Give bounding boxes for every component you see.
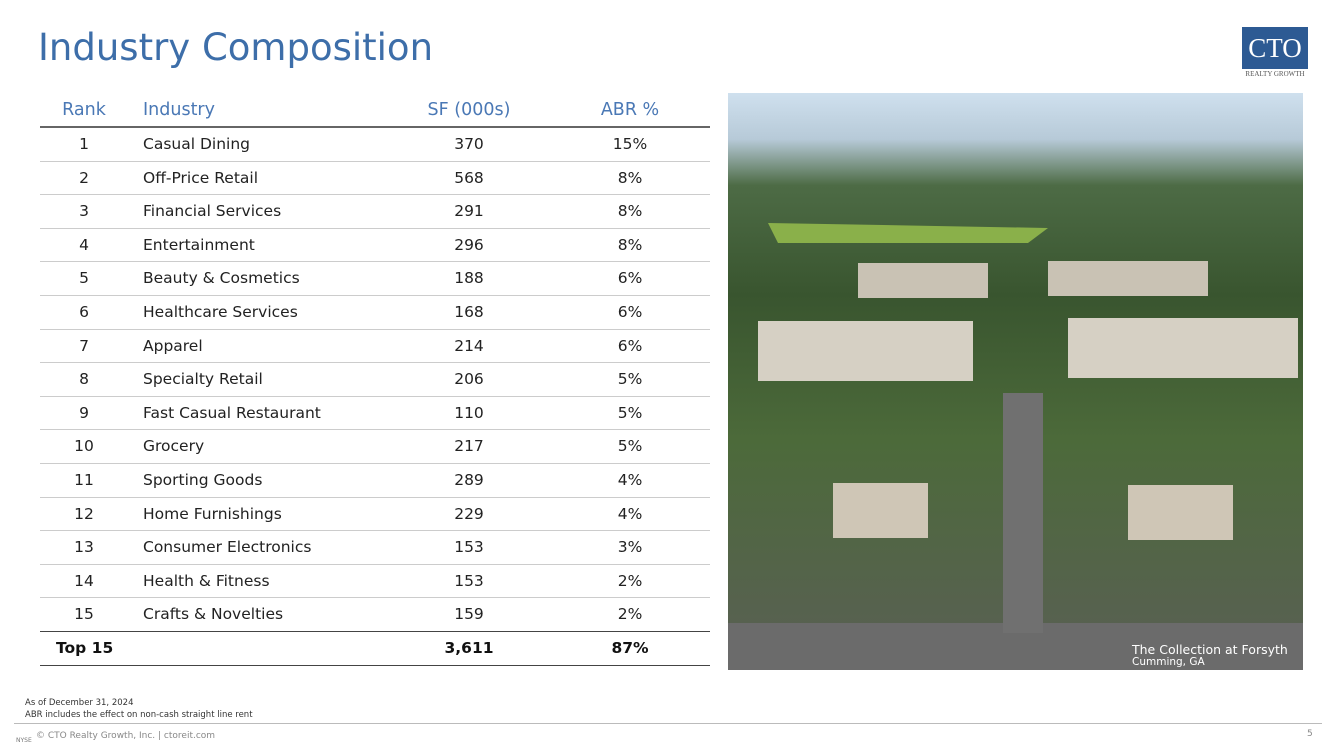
table-cell: 370	[454, 135, 484, 153]
row-rule	[40, 563, 710, 565]
logo: CTO	[1242, 27, 1308, 69]
table-cell: Entertainment	[143, 235, 255, 254]
table-cell: 159	[454, 605, 484, 624]
table-cell: 110	[454, 403, 484, 422]
table-cell: Healthcare Services	[143, 303, 298, 321]
footer-rule	[14, 723, 1322, 724]
total-rule	[40, 631, 710, 632]
table-cell: 4%	[617, 471, 643, 489]
table-cell: Health & Fitness	[143, 571, 270, 590]
column-header: Industry	[143, 100, 215, 120]
table-cell: 1	[79, 135, 89, 153]
row-rule	[40, 463, 710, 464]
table-cell: Casual Dining	[143, 135, 250, 153]
row-rule	[40, 429, 710, 431]
table-cell: 2%	[617, 605, 643, 624]
table-cell: 11	[74, 471, 94, 489]
table-cell: 296	[454, 235, 484, 254]
table-cell: 4%	[617, 504, 643, 523]
table-cell: 5%	[617, 437, 643, 456]
table-cell: 5%	[617, 370, 643, 389]
row-rule	[40, 530, 710, 532]
row-rule	[40, 496, 710, 498]
table-cell: 217	[454, 437, 484, 456]
table-cell: Grocery	[143, 437, 205, 456]
row-rule	[40, 328, 710, 330]
table-cell: 5	[79, 269, 89, 288]
photo: The Collection at Forsyth Cumming, GA	[728, 93, 1303, 670]
row-rule	[40, 597, 710, 599]
total-cell: 87%	[611, 639, 649, 657]
column-header: Rank	[62, 100, 106, 120]
bottom-rule	[40, 664, 710, 666]
table-cell: 289	[454, 471, 484, 489]
table-cell: 6%	[617, 269, 643, 288]
table-cell: 15	[74, 605, 94, 624]
table-cell: 10	[74, 437, 94, 456]
table-cell: 4	[79, 235, 89, 254]
column-header: SF (000s)	[427, 100, 511, 120]
table-cell: 9	[79, 403, 89, 422]
row-rule	[40, 295, 710, 296]
table-cell: 13	[74, 538, 94, 557]
table-cell: 8%	[617, 168, 643, 187]
row-rule	[40, 160, 710, 162]
photo-location: Cumming, GA	[1132, 656, 1205, 668]
header-rule	[40, 126, 710, 128]
table-cell: Sporting Goods	[143, 471, 263, 489]
column-header: ABR %	[600, 100, 660, 120]
table-cell: 229	[454, 504, 484, 523]
table-cell: 5%	[617, 403, 643, 422]
total-cell: Top 15	[56, 639, 114, 657]
page-number: 5	[1307, 729, 1313, 739]
table-cell: 206	[454, 370, 484, 389]
table-cell: 3%	[617, 538, 643, 557]
row-rule	[40, 261, 710, 263]
table-cell: Beauty & Cosmetics	[143, 269, 300, 288]
note: As of December 31, 2024	[25, 698, 134, 708]
table-cell: 8%	[617, 235, 643, 254]
table-cell: 3	[79, 202, 89, 221]
table-cell: Apparel	[143, 336, 203, 355]
footer-exchange: NYSE	[16, 737, 32, 744]
table-cell: Specialty Retail	[143, 370, 263, 389]
table-cell: 6%	[617, 336, 643, 355]
row-rule	[40, 395, 710, 397]
table-cell: 6	[79, 303, 89, 321]
table-cell: Home Furnishings	[143, 504, 282, 523]
note: ABR includes the effect on non-cash stra…	[25, 710, 253, 720]
row-rule	[40, 362, 710, 364]
title: Industry Composition	[38, 26, 434, 69]
table-cell: 7	[79, 336, 89, 355]
table-cell: 12	[74, 504, 94, 523]
table-cell: 214	[454, 336, 484, 355]
table-cell: Financial Services	[143, 202, 282, 221]
table-cell: 8	[79, 370, 89, 389]
table-cell: 14	[74, 571, 94, 590]
table-cell: 2%	[617, 571, 643, 590]
table-cell: Fast Casual Restaurant	[143, 403, 321, 422]
photo-art	[728, 223, 1303, 670]
table-cell: Consumer Electronics	[143, 538, 312, 557]
footer-text: © CTO Realty Growth, Inc. | ctoreit.com	[36, 731, 216, 741]
table-cell: 188	[454, 269, 484, 288]
total-cell: 3,611	[444, 639, 494, 657]
table-cell: Crafts & Novelties	[143, 605, 284, 624]
photo-caption: The Collection at Forsyth	[1132, 642, 1288, 657]
row-rule	[40, 194, 710, 196]
table-cell: 153	[454, 538, 484, 557]
table-cell: 168	[454, 303, 484, 321]
table-cell: 153	[454, 571, 484, 590]
row-rule	[40, 227, 710, 229]
table-cell: Off-Price Retail	[143, 168, 259, 187]
table-cell: 8%	[617, 202, 643, 221]
table-cell: 15%	[612, 135, 648, 153]
table-cell: 291	[454, 202, 484, 221]
table-cell: 568	[454, 168, 484, 187]
table-cell: 6%	[617, 303, 643, 321]
logo-tagline: REALTY GROWTH	[1245, 70, 1305, 78]
table-cell: 2	[79, 168, 89, 187]
